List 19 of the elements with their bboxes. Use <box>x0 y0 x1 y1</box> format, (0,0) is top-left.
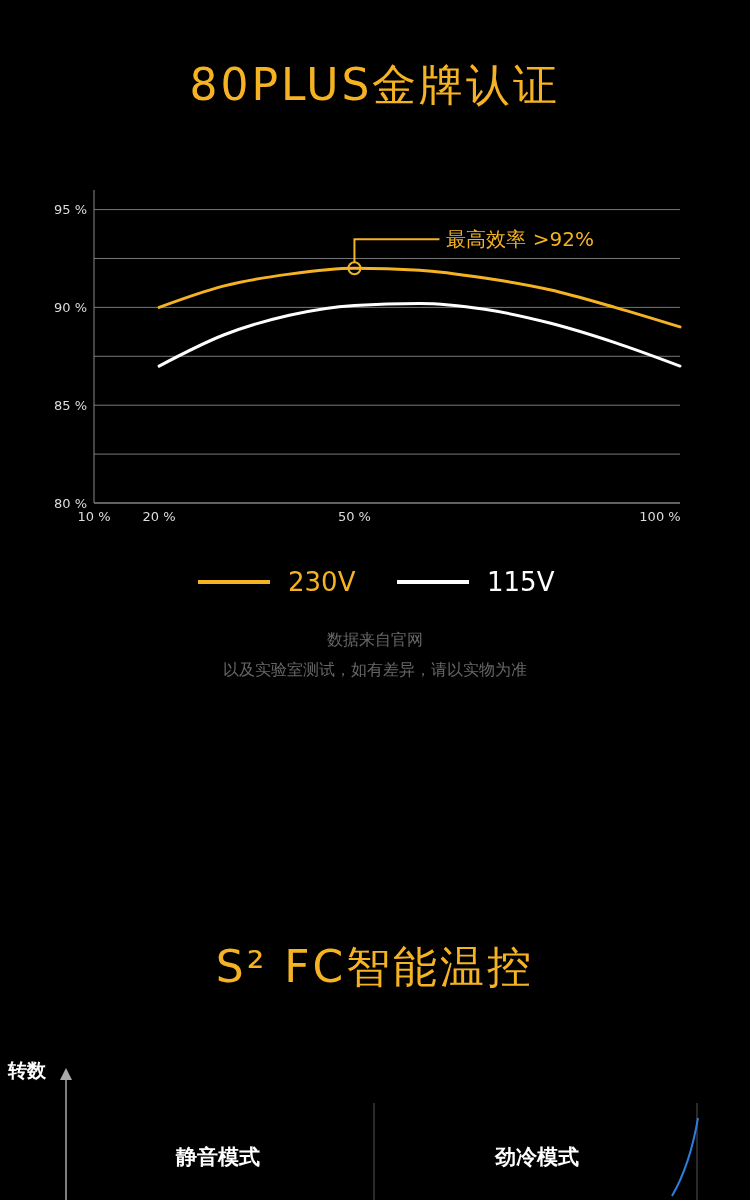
x-tick-label: 50 % <box>337 509 371 524</box>
text: 静音模式 <box>175 1145 260 1169</box>
y-tick-label: 95 % <box>53 202 87 218</box>
line-series <box>157 301 682 368</box>
y-tick-label: 80 % <box>53 495 87 511</box>
text: 劲冷模式 <box>494 1145 579 1169</box>
x-tick-label: 100 % <box>639 509 681 524</box>
x-tick-label: 10 % <box>77 509 111 524</box>
text: 数据来自官网 <box>327 630 423 649</box>
y-tick-label: 90 % <box>53 299 87 315</box>
chart-title: 80PLUS金牌认证 <box>189 59 561 110</box>
x-tick-label: 20 % <box>142 509 176 524</box>
legend-label: 230V <box>288 567 356 598</box>
annotation: 最高效率 >92% <box>446 227 595 252</box>
text: 以及实验室测试，如有差异，请以实物为准 <box>223 660 527 679</box>
y-tick-label: 85 % <box>53 397 87 413</box>
text: S² FC智能温控 <box>215 941 535 992</box>
legend-label: 115V <box>487 567 555 598</box>
text: 转数 <box>7 1059 47 1081</box>
